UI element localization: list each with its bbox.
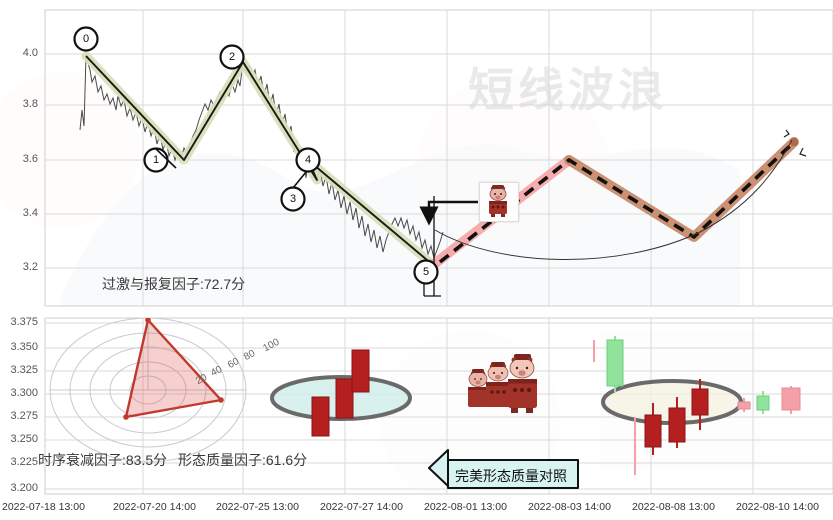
bottom-ytick-4: 3.275 [10,410,38,422]
bottom-ytick-6: 3.225 [10,456,38,468]
wave-label-0: 0 [82,33,90,45]
bottom-ytick-3: 3.300 [10,387,38,399]
excess-retaliation-factor-label: 过激与报复因子:72.7分 [102,276,246,292]
emoji-leader-line [419,200,478,226]
projection-endpoint [789,137,799,147]
wave-label-4: 4 [304,154,312,166]
top-ytick-3: 3.4 [22,207,38,219]
top-ytick-2: 3.6 [22,153,38,165]
bottom-panel-grid [44,317,833,495]
background-wave-watermark [60,144,740,306]
actual-pattern-candles [593,336,801,475]
ideal-pattern-candles [311,349,370,437]
wave-marker-4 [295,147,321,173]
pig-emoji-glyph [489,185,507,217]
xtick-7: 2022-08-10 14:00 [736,501,819,513]
wave-marker-0 [73,26,99,52]
bottom-ytick-0: 3.375 [10,316,38,328]
wave-pivot-markers [73,26,439,285]
top-ytick-1: 3.8 [22,98,38,110]
wave-label-1: 1 [152,154,160,166]
bottom-ytick-2: 3.325 [10,364,38,376]
xtick-6: 2022-08-08 13:00 [632,501,715,513]
wave-marker-5 [413,259,439,285]
xtick-4: 2022-08-01 13:00 [424,501,507,513]
bottom-ytick-1: 3.350 [10,341,38,353]
xtick-1: 2022-07-20 14:00 [113,501,196,513]
watermark-label: 短线波浪 [468,64,668,116]
three-pigs-emoji-glyph [468,354,537,413]
xtick-0: 2022-07-18 13:00 [2,501,85,513]
top-ytick-4: 3.2 [22,261,38,273]
wave-label-5: 5 [422,266,430,278]
comparison-callout [428,449,579,489]
wave-label-2: 2 [228,51,236,63]
bottom-ytick-7: 3.200 [10,482,38,494]
comparison-callout-label: 完美形态质量对照 [455,468,567,484]
xtick-2: 2022-07-25 13:00 [216,501,299,513]
pig-emoji-icon [479,182,519,222]
wave-label-3: 3 [289,193,297,205]
wave-marker-2 [219,44,245,70]
three-pigs-emoji-icon [460,348,544,422]
pattern-quality-factor-label: 形态质量因子:61.6分 [178,452,308,468]
top-ytick-0: 4.0 [22,47,38,59]
bottom-ytick-5: 3.250 [10,433,38,445]
xtick-3: 2022-07-27 14:00 [320,501,403,513]
projection-guide-arc [434,139,793,260]
xtick-5: 2022-08-03 14:00 [528,501,611,513]
radar-data-polygon [124,318,224,419]
wave-structure-line [85,55,434,266]
time-decay-factor-label: 时序衰减因子:83.5分 [38,452,168,468]
top-panel-grid [44,9,833,307]
factor-radar-chart [49,318,247,463]
